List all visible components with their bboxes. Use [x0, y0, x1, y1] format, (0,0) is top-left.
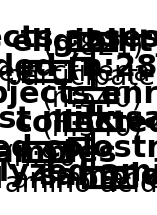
Bar — [24, 63, 70, 82]
Text: Subjects assessed for: Subjects assessed for — [0, 24, 157, 53]
Bar — [65, 115, 121, 131]
Text: Excluded (n:281): Excluded (n:281) — [0, 53, 157, 82]
Text: -Declined to participate (n:196): -Declined to participate (n:196) — [0, 63, 157, 91]
Text: -Did not meet criteria (n:85): -Did not meet criteria (n:85) — [0, 58, 157, 86]
Text: (n:540): (n:540) — [42, 113, 143, 141]
Bar — [24, 143, 67, 161]
Text: (n:540): (n:540) — [42, 84, 143, 112]
Text: Breast milk samples: Breast milk samples — [0, 104, 157, 133]
Bar — [84, 168, 135, 187]
Text: eligibility: eligibility — [12, 28, 157, 57]
Text: - Total animo acids (n: 450): - Total animo acids (n: 450) — [0, 165, 157, 193]
Text: (n:821): (n:821) — [42, 32, 143, 60]
Text: collected: collected — [15, 108, 157, 137]
Text: samples: samples — [0, 138, 116, 167]
Text: Excluded colostrum: Excluded colostrum — [0, 134, 157, 162]
Text: -Free amino acids (n: 450): -Free amino acids (n: 450) — [0, 169, 157, 197]
Text: (n:90): (n:90) — [4, 143, 88, 171]
Text: Subjects enrolled: Subjects enrolled — [0, 80, 157, 108]
Bar — [70, 34, 116, 50]
Text: Analyzed amino acid: Analyzed amino acid — [0, 157, 157, 186]
Text: samples: samples — [38, 161, 157, 190]
Bar — [70, 89, 116, 103]
